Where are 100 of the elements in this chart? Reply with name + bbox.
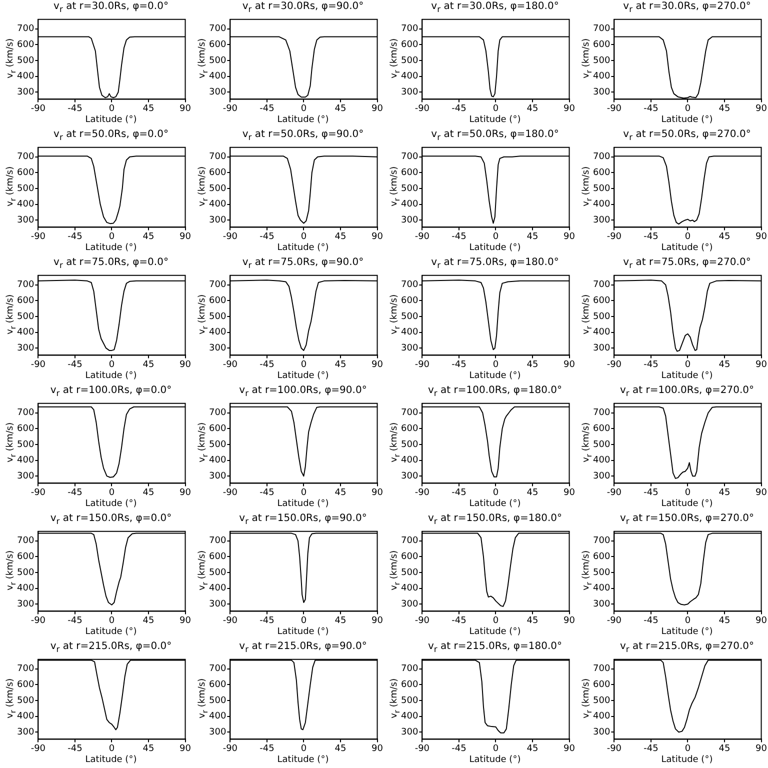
y-tick-label: 700 xyxy=(400,664,418,674)
y-tick-label: 400 xyxy=(400,328,418,338)
x-axis-title: Latitude (°) xyxy=(660,242,714,254)
y-tick-label: 400 xyxy=(208,584,226,594)
x-tick-label: 0 xyxy=(684,744,691,754)
chart-title: v$_{r}$ at r=100.0Rs, φ=90.0° xyxy=(238,385,368,399)
x-axis-title: Latitude (°) xyxy=(468,242,522,254)
x-tick-label: -45 xyxy=(644,744,658,754)
chart-title: v$_{r}$ at r=75.0Rs, φ=90.0° xyxy=(241,257,365,271)
x-tick-label: 90 xyxy=(756,488,768,498)
y-tick-label: 300 xyxy=(208,343,226,354)
y-tick-label: 300 xyxy=(400,599,418,610)
y-tick-label: 400 xyxy=(592,72,610,82)
x-tick-label: 45 xyxy=(718,104,730,114)
x-tick-label: -45 xyxy=(260,616,274,626)
x-tick-label: -90 xyxy=(30,616,46,626)
x-tick-label: -90 xyxy=(222,488,238,498)
y-tick-label: 300 xyxy=(208,215,226,226)
y-tick-label: 500 xyxy=(208,56,226,66)
x-tick-label: -90 xyxy=(30,744,46,754)
x-tick-label: -45 xyxy=(644,488,658,498)
x-axis-title: Latitude (°) xyxy=(84,626,138,638)
chart-title: v$_{r}$ at r=30.0Rs, φ=180.0° xyxy=(430,1,560,15)
y-tick-label: 300 xyxy=(208,471,226,482)
x-tick-label: 0 xyxy=(492,104,499,114)
y-tick-label: 600 xyxy=(592,552,610,562)
chart-title: v$_{r}$ at r=75.0Rs, φ=180.0° xyxy=(430,257,560,271)
x-tick-label: 45 xyxy=(526,616,538,626)
x-tick-label: -45 xyxy=(644,104,658,114)
x-tick-label: 45 xyxy=(142,744,154,754)
x-axis-title: Latitude (°) xyxy=(276,626,330,638)
y-tick-label: 400 xyxy=(208,328,226,338)
x-tick-label: -45 xyxy=(452,232,466,242)
y-tick-label: 600 xyxy=(592,168,610,178)
y-tick-label: 500 xyxy=(400,568,418,578)
y-tick-label: 600 xyxy=(400,424,418,434)
chart-title: v$_{r}$ at r=50.0Rs, φ=180.0° xyxy=(430,129,560,143)
x-tick-label: 0 xyxy=(108,744,115,754)
y-tick-label: 500 xyxy=(592,568,610,578)
x-tick-label: 0 xyxy=(108,488,115,498)
y-tick-label: 300 xyxy=(16,599,34,610)
y-tick-label: 300 xyxy=(16,343,34,354)
y-tick-label: 400 xyxy=(400,712,418,722)
x-tick-label: 0 xyxy=(684,616,691,626)
y-tick-label: 600 xyxy=(208,680,226,690)
x-tick-label: 45 xyxy=(526,232,538,242)
y-tick-label: 700 xyxy=(400,152,418,162)
x-tick-label: 90 xyxy=(564,232,576,242)
y-tick-label: 700 xyxy=(208,152,226,162)
x-tick-label: 45 xyxy=(526,104,538,114)
x-tick-label: 45 xyxy=(334,744,346,754)
x-tick-label: 45 xyxy=(334,104,346,114)
x-axis-title: Latitude (°) xyxy=(660,370,714,382)
x-tick-label: 90 xyxy=(372,744,384,754)
y-tick-label: 700 xyxy=(16,24,34,34)
x-tick-label: 0 xyxy=(492,232,499,242)
x-tick-label: -90 xyxy=(606,360,622,370)
x-tick-label: 0 xyxy=(108,104,115,114)
x-tick-label: 90 xyxy=(372,616,384,626)
x-axis-title: Latitude (°) xyxy=(276,754,330,766)
y-tick-label: 700 xyxy=(400,408,418,418)
y-tick-label: 400 xyxy=(16,584,34,594)
x-tick-label: -90 xyxy=(606,104,622,114)
x-tick-label: -90 xyxy=(414,488,430,498)
y-tick-label: 500 xyxy=(208,312,226,322)
x-axis-title: Latitude (°) xyxy=(276,242,330,254)
y-tick-label: 300 xyxy=(208,727,226,738)
y-tick-label: 500 xyxy=(208,184,226,194)
x-tick-label: 90 xyxy=(756,744,768,754)
chart-title: v$_{r}$ at r=150.0Rs, φ=0.0° xyxy=(49,513,173,527)
x-tick-label: 90 xyxy=(756,360,768,370)
x-tick-label: 45 xyxy=(142,232,154,242)
y-tick-label: 700 xyxy=(16,408,34,418)
y-tick-label: 400 xyxy=(400,584,418,594)
x-tick-label: 90 xyxy=(756,232,768,242)
x-tick-label: -90 xyxy=(222,232,238,242)
x-axis-title: Latitude (°) xyxy=(84,754,138,766)
x-tick-label: -45 xyxy=(68,744,82,754)
y-tick-label: 500 xyxy=(592,696,610,706)
chart-title: v$_{r}$ at r=30.0Rs, φ=90.0° xyxy=(241,1,365,15)
y-tick-label: 600 xyxy=(16,168,34,178)
x-tick-label: -90 xyxy=(30,104,46,114)
x-tick-label: -45 xyxy=(68,616,82,626)
x-axis-title: Latitude (°) xyxy=(468,754,522,766)
x-tick-label: 0 xyxy=(684,104,691,114)
x-tick-label: -90 xyxy=(30,360,46,370)
y-tick-label: 600 xyxy=(400,552,418,562)
x-tick-label: 45 xyxy=(142,360,154,370)
chart-title: v$_{r}$ at r=30.0Rs, φ=0.0° xyxy=(52,1,170,15)
y-tick-label: 700 xyxy=(16,536,34,546)
x-tick-label: 45 xyxy=(142,104,154,114)
y-tick-label: 500 xyxy=(16,696,34,706)
y-tick-label: 500 xyxy=(400,312,418,322)
x-tick-label: 45 xyxy=(142,488,154,498)
y-tick-label: 600 xyxy=(208,168,226,178)
x-tick-label: 90 xyxy=(564,616,576,626)
chart-title: v$_{r}$ at r=75.0Rs, φ=270.0° xyxy=(622,257,752,271)
x-tick-label: 45 xyxy=(718,744,730,754)
x-tick-label: 0 xyxy=(300,616,307,626)
y-tick-label: 500 xyxy=(400,440,418,450)
